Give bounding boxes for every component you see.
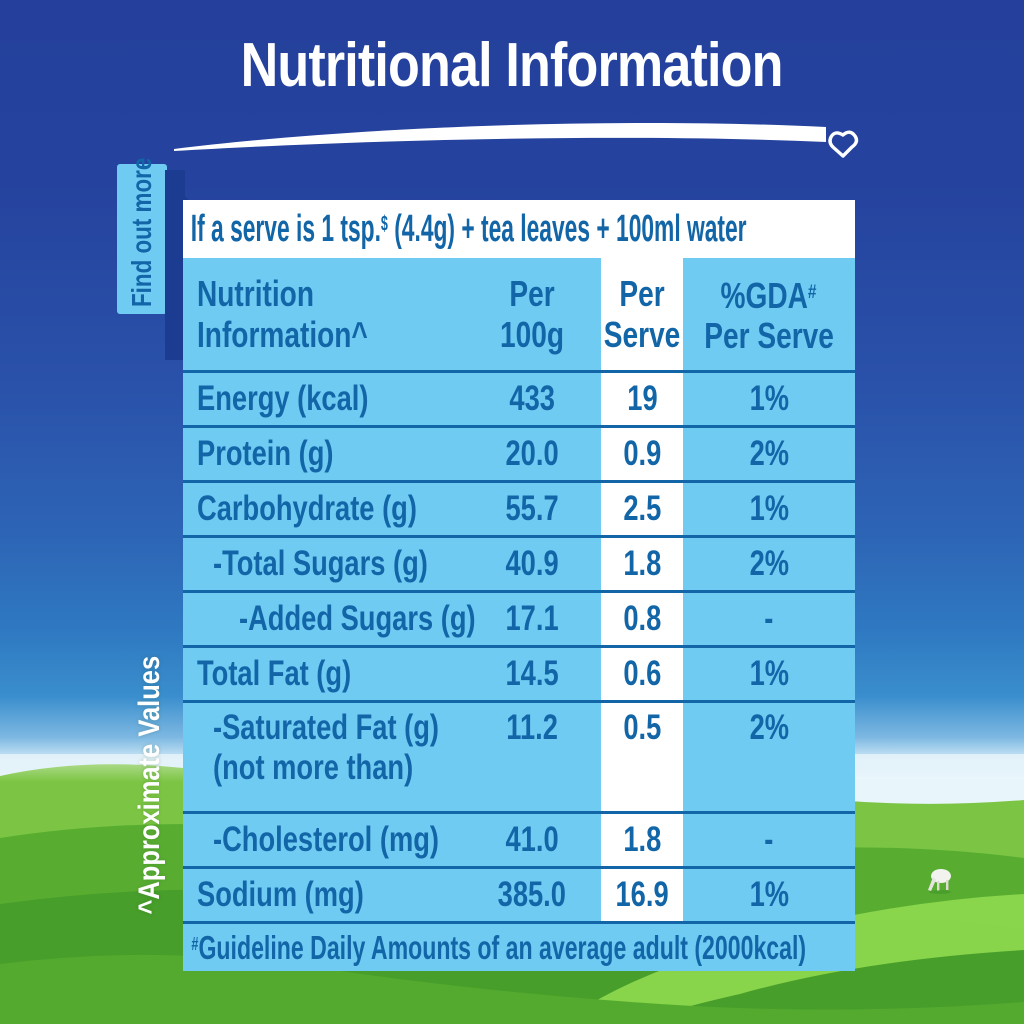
serving-info-bar: If a serve is 1 tsp.$ (4.4g) + tea leave… (183, 200, 855, 258)
table-row-added-sugars: -Added Sugars (g) 17.1 0.8 - (183, 590, 855, 645)
table-header-row: Nutrition Information^ Per 100g Per Serv… (183, 258, 855, 370)
find-out-more-label: Find out more (126, 157, 157, 307)
header-per-serve: Per Serve (603, 273, 681, 355)
sheep-grazing (928, 869, 951, 894)
serving-info-superscript: $ (380, 212, 388, 236)
approximate-values-note: ^Approximate Values (133, 655, 166, 915)
table-row-carbohydrate: Carbohydrate (g) 55.7 2.5 1% (183, 480, 855, 535)
page-title: Nutritional Information (0, 30, 1024, 101)
nutrition-table: Nutrition Information^ Per 100g Per Serv… (183, 258, 855, 971)
footnote-superscript: # (191, 933, 199, 954)
table-row-sodium: Sodium (mg) 385.0 16.9 1% (183, 866, 855, 921)
footnote-text: Guideline Daily Amounts of an average ad… (198, 928, 807, 966)
hill-band-bottom (0, 954, 1024, 1024)
serving-info-text: If a serve is 1 tsp.$ (4.4g) + tea leave… (183, 208, 747, 251)
serving-info-suffix: (4.4g) + tea leaves + 100ml water (387, 207, 747, 250)
table-row-cholesterol: -Cholesterol (mg) 41.0 1.8 - (183, 811, 855, 866)
header-per-100g: Per 100g (499, 273, 565, 355)
heart-icon (828, 130, 859, 158)
table-row-energy: Energy (kcal) 433 19 1% (183, 370, 855, 425)
table-row-saturated-fat: -Saturated Fat (g) (not more than) 11.2 … (183, 700, 855, 811)
header-nutrition-information: Nutrition Information^ (197, 273, 368, 355)
table-row-total-sugars: -Total Sugars (g) 40.9 1.8 2% (183, 535, 855, 590)
nutrition-panel: If a serve is 1 tsp.$ (4.4g) + tea leave… (183, 200, 855, 971)
find-out-more-ribbon (117, 164, 167, 314)
table-row-total-fat: Total Fat (g) 14.5 0.6 1% (183, 645, 855, 700)
page-title-text: Nutritional Information (241, 31, 784, 100)
per-serve-highlight-column (601, 258, 683, 921)
header-gda-per-serve: %GDA# Per Serve (704, 274, 834, 357)
table-row-protein: Protein (g) 20.0 0.9 2% (183, 425, 855, 480)
swoosh-line (174, 122, 826, 151)
gda-footnote: #Guideline Daily Amounts of an average a… (183, 921, 855, 971)
serving-info-prefix: If a serve is 1 tsp. (190, 207, 381, 250)
